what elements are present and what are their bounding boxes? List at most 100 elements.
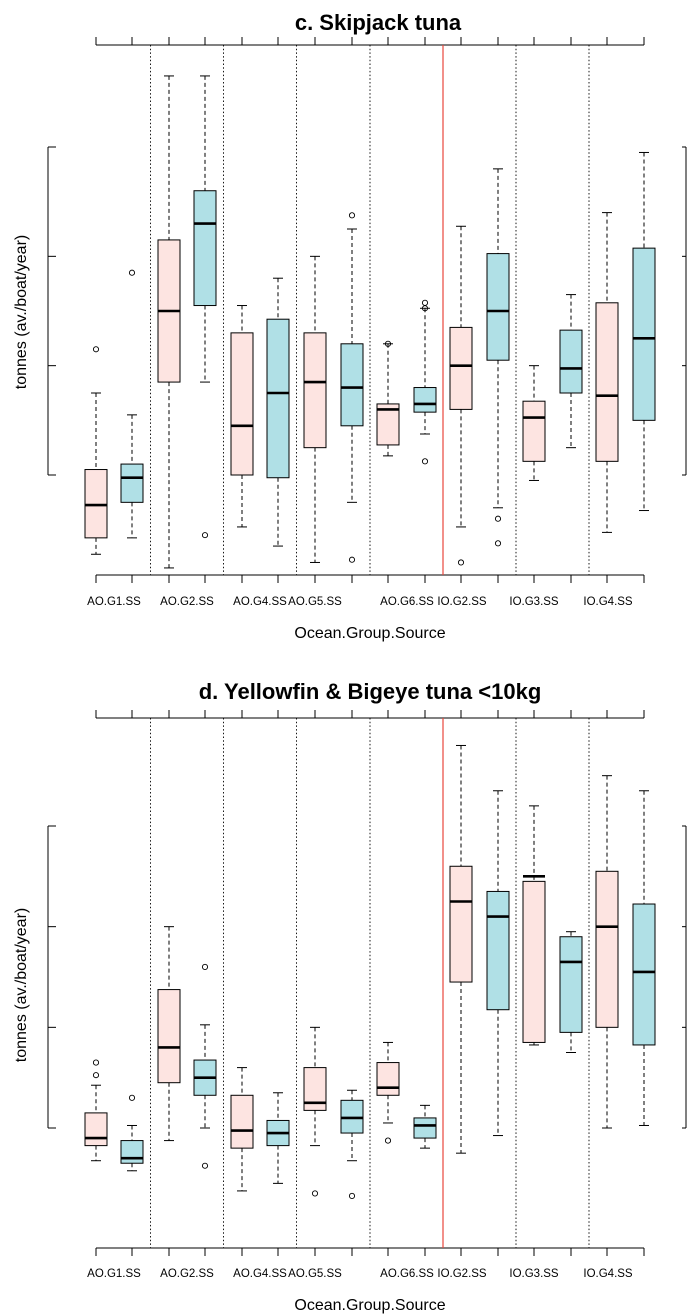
x-tick-label: AO.G1.SS (87, 596, 141, 608)
box-io-g4-ss-blue (632, 790, 656, 1126)
box-iqr (340, 343, 364, 427)
box-iqr (303, 1067, 327, 1111)
box-iqr (413, 1117, 437, 1139)
box-io-g2-ss-pink (449, 225, 473, 566)
box-iqr (120, 463, 144, 503)
box-ao-g1-ss-blue (120, 269, 144, 539)
box-iqr (120, 1140, 144, 1164)
box-ao-g2-ss-blue (193, 75, 217, 539)
box-ao-g1-ss-blue (120, 1094, 144, 1172)
x-tick-label: AO.G5.SS (288, 596, 342, 608)
outlier-point (494, 540, 502, 547)
box-ao-g6-ss-pink (376, 1041, 400, 1144)
box-ao-g5-ss-blue (340, 212, 364, 563)
box-ao-g6-ss-blue (413, 299, 437, 465)
outlier-point (494, 515, 502, 522)
box-io-g4-ss-pink (595, 212, 619, 533)
box-iqr (486, 253, 510, 361)
box-iqr (632, 903, 656, 1046)
box-io-g2-ss-pink (449, 744, 473, 1154)
box-ao-g4-ss-pink (230, 1067, 254, 1192)
box-iqr (449, 326, 473, 410)
box-iqr (413, 387, 437, 413)
outlier-point (421, 458, 429, 465)
panel-yellowfin-bigeye: d. Yellowfin & Bigeye tuna <10kg AO.G1.S… (13, 679, 687, 1314)
y-axis-label: tonnes (av./boat/year) (13, 235, 30, 389)
box-ao-g1-ss-pink (84, 1059, 108, 1162)
plot-area: AO.G1.SS AO.G2.SS AO.G4.SS AO.G5.SS AO.G6.SS… (47, 37, 687, 608)
box-iqr (193, 190, 217, 307)
box-iqr (595, 302, 619, 462)
outlier-point (348, 556, 356, 563)
x-tick-label: IO.G3.SS (509, 1268, 559, 1280)
box-iqr (522, 880, 546, 1043)
box-ao-g4-ss-blue (266, 277, 290, 547)
outlier-point (128, 269, 136, 276)
outlier-point (92, 346, 100, 353)
x-tick-label: AO.G4.SS (233, 1268, 287, 1280)
y-axis-label: tonnes (av./boat/year) (13, 908, 30, 1062)
outlier-point (348, 212, 356, 219)
box-io-g3-ss-blue (559, 931, 583, 1053)
outlier-point (92, 1059, 100, 1066)
x-tick-label: AO.G2.SS (160, 1268, 214, 1280)
box-iqr (632, 247, 656, 421)
x-tick-label: AO.G6.SS (380, 1268, 434, 1280)
outlier-point (201, 963, 209, 970)
box-iqr (376, 1062, 400, 1096)
outlier-point (92, 1072, 100, 1079)
outlier-point (201, 532, 209, 539)
x-tick-label: AO.G2.SS (160, 596, 214, 608)
x-axis-label: Ocean.Group.Source (294, 1297, 445, 1314)
box-io-g2-ss-blue (486, 790, 510, 1137)
outlier-point (348, 1192, 356, 1199)
outlier-point (421, 299, 429, 306)
box-ao-g4-ss-pink (230, 305, 254, 528)
outlier-point (201, 1162, 209, 1169)
outlier-point (128, 1094, 136, 1101)
box-iqr (486, 890, 510, 1011)
outlier-point (457, 559, 465, 566)
box-io-g3-ss-pink (522, 365, 546, 481)
box-ao-g2-ss-pink (157, 75, 181, 569)
box-ao-g5-ss-pink (303, 255, 327, 563)
box-iqr (157, 989, 181, 1084)
plot-area: AO.G1.SS AO.G2.SS AO.G4.SS AO.G5.SS AO.G6.SS… (47, 710, 687, 1280)
chart-title: d. Yellowfin & Bigeye tuna <10kg (199, 679, 542, 704)
outlier-point (384, 340, 392, 347)
box-ao-g6-ss-pink (376, 340, 400, 457)
box-io-g3-ss-blue (559, 294, 583, 449)
box-iqr (559, 329, 583, 394)
x-tick-label: AO.G5.SS (288, 1268, 342, 1280)
panel-skipjack: c. Skipjack tuna AO.G1.SS AO.G2.SS AO.G4.S… (13, 10, 687, 642)
box-iqr (303, 332, 327, 449)
box-ao-g2-ss-pink (157, 926, 181, 1142)
outlier-point (384, 1137, 392, 1144)
box-io-g3-ss-pink (522, 805, 546, 1046)
box-iqr (449, 865, 473, 983)
x-tick-label: IO.G3.SS (509, 596, 559, 608)
box-ao-g6-ss-blue (413, 1104, 437, 1149)
x-tick-label: IO.G2.SS (437, 1268, 487, 1280)
x-tick-label: IO.G4.SS (583, 1268, 633, 1280)
box-ao-g4-ss-blue (266, 1092, 290, 1184)
x-tick-label: AO.G4.SS (233, 596, 287, 608)
box-io-g4-ss-pink (595, 775, 619, 1129)
box-iqr (266, 318, 290, 479)
x-tick-label: AO.G1.SS (87, 1268, 141, 1280)
box-ao-g2-ss-blue (193, 963, 217, 1169)
box-iqr (559, 936, 583, 1033)
box-iqr (595, 870, 619, 1028)
chart-title: c. Skipjack tuna (295, 10, 462, 35)
box-iqr (522, 400, 546, 462)
box-io-g4-ss-blue (632, 151, 656, 512)
x-tick-label: AO.G6.SS (380, 596, 434, 608)
box-iqr (230, 1094, 254, 1149)
x-tick-label: IO.G2.SS (437, 596, 487, 608)
x-tick-label: IO.G4.SS (583, 596, 633, 608)
box-ao-g5-ss-blue (340, 1089, 364, 1199)
box-ao-g5-ss-pink (303, 1026, 327, 1197)
outlier-point (311, 1190, 319, 1197)
